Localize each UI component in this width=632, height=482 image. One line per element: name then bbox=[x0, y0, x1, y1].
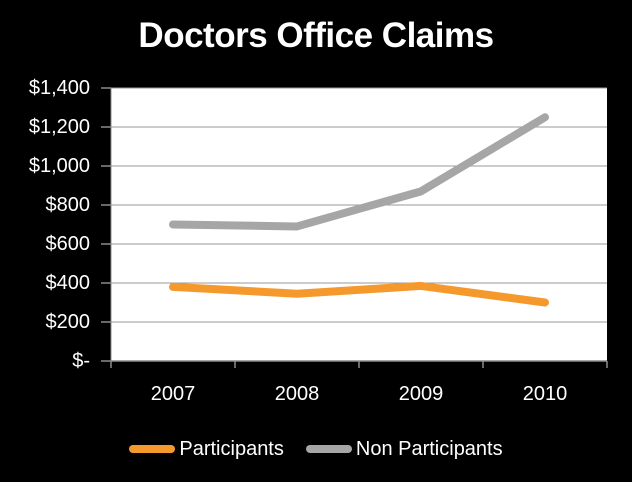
x-axis-label: 2010 bbox=[522, 383, 568, 405]
x-axis-label: 2007 bbox=[150, 383, 196, 405]
x-axis-label: 2008 bbox=[274, 383, 320, 405]
y-axis-label: $400 bbox=[45, 272, 91, 294]
y-axis-label: $800 bbox=[45, 194, 91, 216]
x-axis-label: 2009 bbox=[398, 383, 444, 405]
legend-label: Non Participants bbox=[355, 438, 503, 460]
y-axis-label: $600 bbox=[45, 233, 91, 255]
chart-legend: Participants Non Participants bbox=[0, 437, 632, 461]
legend-swatch-icon bbox=[129, 445, 176, 453]
y-axis-label: $1,000 bbox=[28, 155, 90, 177]
series-line-participants bbox=[169, 281, 549, 307]
legend-label: Participants bbox=[179, 438, 284, 460]
legend-swatch-icon bbox=[305, 445, 352, 453]
y-axis-label: $1,200 bbox=[28, 116, 90, 138]
series-line-non-participants bbox=[169, 113, 549, 231]
y-axis-label: $200 bbox=[45, 311, 91, 333]
y-axis-label: $- bbox=[72, 350, 90, 372]
legend-item-participants: Participants bbox=[129, 437, 284, 461]
legend-item-non-participants: Non Participants bbox=[305, 437, 503, 461]
chart-title: Doctors Office Claims bbox=[138, 16, 494, 55]
y-axis-label: $1,400 bbox=[28, 77, 90, 99]
